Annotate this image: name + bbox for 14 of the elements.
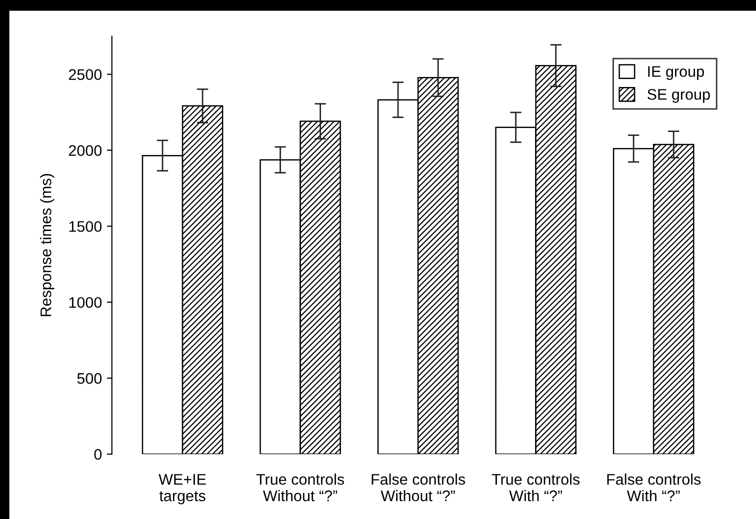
x-tick-label: WE+IE targets [158, 474, 206, 504]
y-tick-label: 1000 [69, 297, 102, 308]
y-axis-title: Response times (ms) [40, 174, 54, 316]
x-tick-label: False controls With “?” [607, 474, 701, 502]
legend-label: SE group [647, 88, 710, 103]
x-tick-label: True controls Without “?” [256, 474, 344, 502]
y-tick-label: 500 [77, 373, 102, 384]
y-tick-label: 1500 [69, 221, 102, 232]
y-tick-label: 2500 [68, 69, 102, 80]
y-tick-label: 0 [94, 448, 102, 460]
legend-label: IE group [648, 66, 704, 80]
x-tick-label: True controls With “?” [492, 474, 580, 502]
y-tick-label: 2000 [68, 145, 102, 156]
x-tick-label: False controls Without “?” [372, 474, 466, 502]
